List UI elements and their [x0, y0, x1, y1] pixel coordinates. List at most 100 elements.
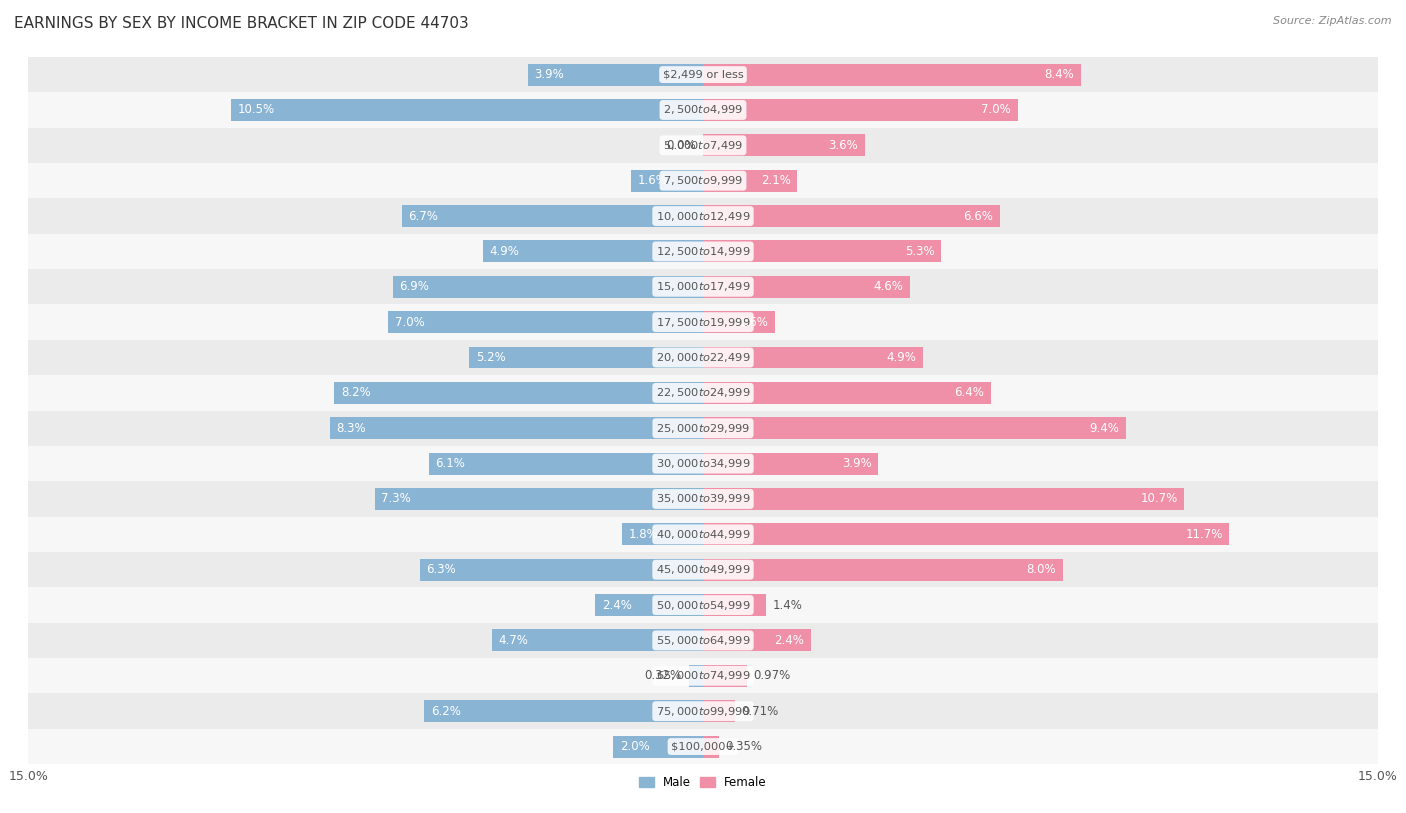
Text: $5,000 to $7,499: $5,000 to $7,499: [664, 139, 742, 152]
Bar: [374, 488, 703, 510]
Bar: [703, 134, 865, 156]
Bar: [492, 629, 703, 651]
Bar: [28, 729, 1378, 764]
Text: $50,000 to $54,999: $50,000 to $54,999: [655, 598, 751, 611]
Bar: [28, 446, 1378, 481]
Text: 2.0%: 2.0%: [620, 740, 650, 753]
Text: 11.7%: 11.7%: [1185, 528, 1223, 541]
Text: 3.9%: 3.9%: [534, 68, 564, 81]
Bar: [28, 481, 1378, 517]
Text: 5.2%: 5.2%: [475, 351, 506, 364]
Bar: [703, 524, 1229, 546]
Text: 7.0%: 7.0%: [395, 315, 425, 328]
Bar: [28, 233, 1378, 269]
Text: $100,000+: $100,000+: [671, 741, 735, 751]
Bar: [28, 198, 1378, 234]
Bar: [703, 205, 1000, 227]
Text: 8.3%: 8.3%: [336, 422, 366, 435]
Bar: [231, 99, 703, 121]
Text: 0.35%: 0.35%: [725, 740, 762, 753]
Bar: [703, 63, 1081, 85]
Text: 3.9%: 3.9%: [842, 457, 872, 470]
Bar: [28, 376, 1378, 411]
Text: $40,000 to $44,999: $40,000 to $44,999: [655, 528, 751, 541]
Text: 6.1%: 6.1%: [436, 457, 465, 470]
Text: 8.0%: 8.0%: [1026, 563, 1056, 576]
Text: $75,000 to $99,999: $75,000 to $99,999: [655, 705, 751, 718]
Bar: [28, 304, 1378, 340]
Bar: [703, 170, 797, 192]
Bar: [28, 163, 1378, 198]
Bar: [703, 665, 747, 687]
Bar: [28, 517, 1378, 552]
Bar: [703, 241, 942, 263]
Text: 10.7%: 10.7%: [1140, 493, 1178, 506]
Bar: [28, 128, 1378, 163]
Bar: [28, 269, 1378, 304]
Bar: [28, 92, 1378, 128]
Text: 1.6%: 1.6%: [638, 174, 668, 187]
Bar: [595, 594, 703, 616]
Bar: [703, 99, 1018, 121]
Text: 3.6%: 3.6%: [828, 139, 858, 152]
Bar: [703, 417, 1126, 439]
Bar: [335, 382, 703, 404]
Bar: [28, 552, 1378, 587]
Bar: [703, 488, 1184, 510]
Text: 6.2%: 6.2%: [430, 705, 461, 718]
Text: 2.4%: 2.4%: [775, 634, 804, 647]
Text: EARNINGS BY SEX BY INCOME BRACKET IN ZIP CODE 44703: EARNINGS BY SEX BY INCOME BRACKET IN ZIP…: [14, 16, 468, 31]
Bar: [28, 57, 1378, 92]
Bar: [703, 453, 879, 475]
Text: 9.4%: 9.4%: [1090, 422, 1119, 435]
Bar: [28, 693, 1378, 729]
Bar: [703, 559, 1063, 580]
Bar: [703, 700, 735, 722]
Text: $35,000 to $39,999: $35,000 to $39,999: [655, 493, 751, 506]
Text: 7.3%: 7.3%: [381, 493, 411, 506]
Bar: [703, 311, 775, 333]
Text: $55,000 to $64,999: $55,000 to $64,999: [655, 634, 751, 647]
Bar: [28, 340, 1378, 375]
Text: 0.32%: 0.32%: [645, 669, 682, 682]
Text: 1.4%: 1.4%: [773, 598, 803, 611]
Text: 8.2%: 8.2%: [340, 386, 371, 399]
Bar: [689, 665, 703, 687]
Bar: [388, 311, 703, 333]
Bar: [419, 559, 703, 580]
Bar: [703, 594, 766, 616]
Text: $7,500 to $9,999: $7,500 to $9,999: [664, 174, 742, 187]
Text: 6.7%: 6.7%: [408, 210, 439, 223]
Text: 6.3%: 6.3%: [426, 563, 456, 576]
Text: 4.9%: 4.9%: [489, 245, 519, 258]
Text: $17,500 to $19,999: $17,500 to $19,999: [655, 315, 751, 328]
Text: $10,000 to $12,499: $10,000 to $12,499: [655, 210, 751, 223]
Text: 5.3%: 5.3%: [905, 245, 935, 258]
Text: 7.0%: 7.0%: [981, 103, 1011, 116]
Bar: [392, 276, 703, 298]
Bar: [425, 700, 703, 722]
Bar: [703, 346, 924, 368]
Text: $45,000 to $49,999: $45,000 to $49,999: [655, 563, 751, 576]
Text: $25,000 to $29,999: $25,000 to $29,999: [655, 422, 751, 435]
Text: Source: ZipAtlas.com: Source: ZipAtlas.com: [1274, 16, 1392, 26]
Text: $12,500 to $14,999: $12,500 to $14,999: [655, 245, 751, 258]
Bar: [28, 659, 1378, 693]
Text: $65,000 to $74,999: $65,000 to $74,999: [655, 669, 751, 682]
Text: 0.97%: 0.97%: [754, 669, 790, 682]
Bar: [402, 205, 703, 227]
Bar: [703, 736, 718, 758]
Text: 4.7%: 4.7%: [498, 634, 529, 647]
Text: 10.5%: 10.5%: [238, 103, 274, 116]
Bar: [703, 382, 991, 404]
Text: 6.6%: 6.6%: [963, 210, 993, 223]
Bar: [28, 587, 1378, 623]
Bar: [429, 453, 703, 475]
Bar: [329, 417, 703, 439]
Text: 2.1%: 2.1%: [761, 174, 790, 187]
Bar: [470, 346, 703, 368]
Text: 0.71%: 0.71%: [742, 705, 779, 718]
Text: $2,499 or less: $2,499 or less: [662, 70, 744, 80]
Text: 8.4%: 8.4%: [1045, 68, 1074, 81]
Text: 4.6%: 4.6%: [873, 280, 903, 293]
